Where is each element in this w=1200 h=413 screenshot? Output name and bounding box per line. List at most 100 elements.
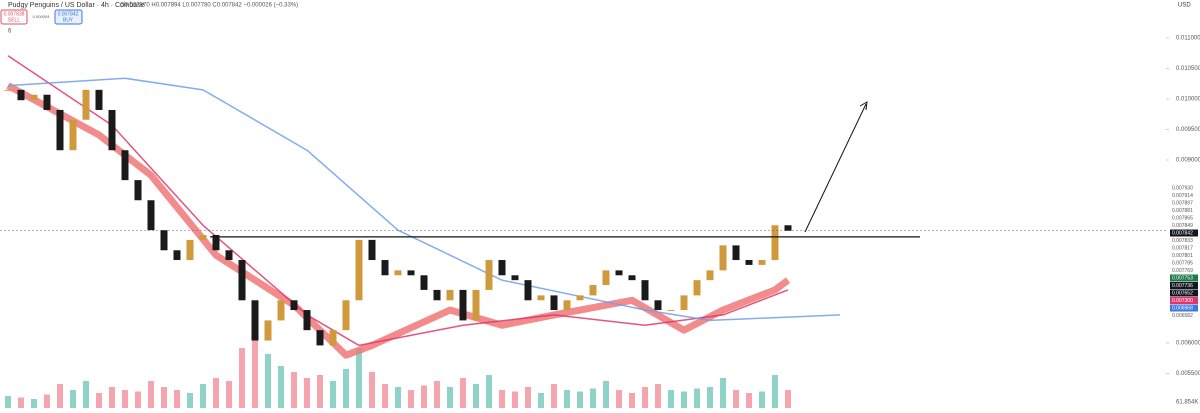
arrow-head (859, 101, 868, 111)
volume-bar (499, 390, 505, 408)
volume-bar (590, 388, 596, 408)
y-tick-label: 0.006000 (1176, 341, 1200, 347)
volume-bar (772, 375, 778, 408)
volume-bar (5, 396, 11, 408)
volume-bar (174, 390, 180, 408)
candle (160, 230, 168, 251)
price-label-bg (1170, 214, 1198, 222)
volume-bar (252, 321, 258, 408)
volume-bar (109, 387, 115, 408)
volume-bar (538, 393, 544, 408)
volume-bar (408, 390, 414, 408)
volume-bar (434, 381, 440, 408)
price-label-bg (1170, 282, 1198, 289)
indicator-count: 6 (8, 29, 12, 35)
price-label: 0.007300 (1172, 298, 1193, 304)
volume-bar (447, 387, 453, 408)
price-label-bg (1170, 289, 1198, 297)
volume-bar (18, 397, 24, 408)
candle (459, 289, 467, 321)
candle (355, 239, 363, 301)
candle (485, 260, 493, 290)
candle (368, 239, 376, 261)
candle (173, 250, 181, 261)
buy-button[interactable] (54, 9, 83, 25)
candle (654, 300, 662, 311)
candle (303, 310, 311, 331)
volume-bar (629, 393, 635, 408)
sell-label: SELL (8, 17, 20, 23)
title: Pudgy Penguins / US Dollar · 4h · Coinba… (8, 2, 145, 9)
candle (667, 310, 675, 312)
volume-bar (369, 372, 375, 408)
price-label: 0.007849 (1172, 223, 1193, 229)
candle (238, 260, 246, 301)
price-label: 0.007753 (1172, 275, 1193, 281)
volume-bar (226, 381, 232, 408)
candle (4, 89, 12, 91)
price-label: 0.007930 (1172, 185, 1193, 191)
volume-label: 61.854K (1176, 400, 1198, 406)
volume-bar (122, 390, 128, 408)
price-label-bg (1170, 229, 1198, 237)
candle (706, 270, 714, 281)
candle (420, 275, 428, 290)
buy-price: 0.007842 (58, 11, 79, 17)
candle (719, 245, 727, 271)
volume-bar (460, 378, 466, 408)
volume-bar (148, 381, 154, 408)
volume-bar (343, 369, 349, 408)
y-tick-label: 0.010000 (1176, 97, 1200, 103)
candle (186, 239, 194, 261)
candle (446, 289, 454, 301)
price-label: 0.007736 (1172, 283, 1193, 289)
candle (342, 300, 350, 331)
candle (108, 109, 116, 151)
sell-price: 0.007838 (4, 11, 25, 17)
candle (30, 94, 38, 101)
volume-bar (31, 399, 37, 408)
volume-bar (96, 393, 102, 408)
candle (641, 280, 649, 301)
price-label: 0.007801 (1172, 253, 1193, 259)
candle (524, 280, 532, 301)
price-label: 0.007897 (1172, 200, 1193, 206)
volume-bar (642, 387, 648, 408)
candle (576, 295, 584, 301)
price-label-bg (1170, 207, 1198, 214)
candle (472, 289, 480, 321)
volume-bar (668, 390, 674, 408)
price-label-bg (1170, 237, 1198, 244)
price-label: 0.007842 (1172, 230, 1193, 236)
candle (43, 94, 51, 110)
candle (498, 260, 506, 276)
price-label: 0.007652 (1172, 290, 1193, 296)
volume-bar (200, 384, 206, 408)
candle (251, 300, 259, 341)
volume-bar (44, 394, 50, 408)
candle (199, 235, 207, 240)
price-label-bg (1170, 252, 1198, 259)
indicator-line (7, 77, 841, 322)
price-label: 0.006582 (1172, 313, 1193, 319)
candle (134, 180, 142, 201)
y-tick-label: 0.005500 (1176, 371, 1200, 377)
volume-bar (512, 391, 518, 408)
volume-bar (382, 384, 388, 408)
candle (225, 250, 233, 261)
price-label-bg (1170, 184, 1198, 192)
volume-bar (486, 375, 492, 408)
spread: 0.000004 (33, 14, 50, 19)
sell-button[interactable] (0, 9, 28, 25)
price-label: 0.007785 (1172, 260, 1193, 266)
buy-label: BUY (63, 17, 74, 23)
volume-bar (278, 366, 284, 408)
y-tick-label: 0.009000 (1176, 158, 1200, 164)
price-label-bg (1170, 199, 1198, 207)
currency[interactable]: USD (1178, 3, 1191, 9)
candle (511, 275, 519, 281)
price-label: 0.007833 (1172, 238, 1193, 244)
volume-bar (239, 348, 245, 408)
volume-bar (746, 393, 752, 408)
candle (615, 270, 623, 276)
